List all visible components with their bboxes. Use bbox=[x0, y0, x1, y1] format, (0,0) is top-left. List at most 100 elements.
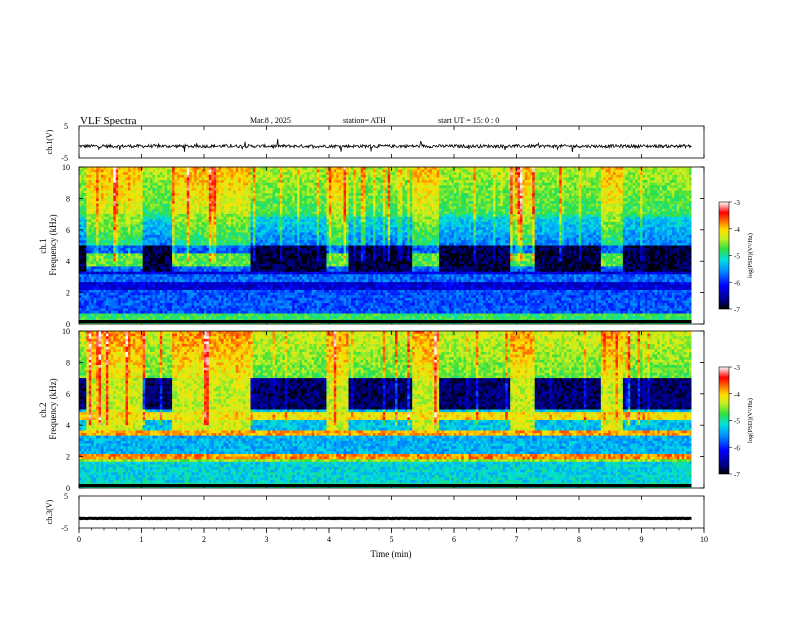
spectrogram-cell bbox=[128, 167, 131, 170]
spectrogram-cell bbox=[277, 172, 280, 175]
spectrogram-cell bbox=[268, 204, 271, 207]
spectrogram-cell bbox=[194, 314, 197, 317]
spectrogram-cell bbox=[199, 180, 202, 183]
spectrogram-cell bbox=[187, 256, 190, 259]
spectrogram-cell bbox=[270, 295, 273, 298]
spectrogram-cell bbox=[177, 256, 180, 259]
spectrogram-cell bbox=[91, 222, 94, 225]
spectrogram-cell bbox=[184, 293, 187, 296]
spectrogram-cell bbox=[236, 298, 239, 301]
spectrogram-cell bbox=[175, 198, 178, 201]
spectrogram-cell bbox=[175, 261, 178, 264]
spectrogram-cell bbox=[121, 188, 124, 191]
spectrogram-cell bbox=[101, 175, 104, 178]
spectrogram-cell bbox=[138, 235, 141, 238]
spectrogram-cell bbox=[255, 185, 258, 188]
spectrogram-cell bbox=[179, 259, 182, 262]
spectrogram-cell bbox=[226, 269, 229, 272]
spectrogram-cell bbox=[113, 246, 116, 249]
spectrogram-cell bbox=[199, 206, 202, 209]
spectrogram-cell bbox=[150, 217, 153, 220]
spectrogram-cell bbox=[165, 251, 168, 254]
spectrogram-cell bbox=[263, 185, 266, 188]
spectrogram-cell bbox=[265, 240, 268, 243]
spectrogram-cell bbox=[123, 222, 126, 225]
spectrogram-cell bbox=[206, 211, 209, 214]
spectrogram-cell bbox=[275, 222, 278, 225]
spectrogram-cell bbox=[175, 287, 178, 290]
spectrogram-cell bbox=[79, 277, 82, 280]
spectrogram-cell bbox=[253, 209, 256, 212]
spectrogram-cell bbox=[133, 272, 136, 275]
spectrogram-cell bbox=[251, 196, 254, 199]
spectrogram-cell bbox=[101, 180, 104, 183]
spectrogram-cell bbox=[167, 308, 170, 311]
spectrogram-cell bbox=[206, 285, 209, 288]
spectrogram-cell bbox=[113, 188, 116, 191]
spectrogram-cell bbox=[241, 285, 244, 288]
spectrogram-cell bbox=[260, 256, 263, 259]
spectrogram-cell bbox=[182, 306, 185, 309]
spectrogram-cell bbox=[243, 285, 246, 288]
spectrogram-cell bbox=[157, 285, 160, 288]
spectrogram-cell bbox=[270, 198, 273, 201]
spectrogram-cell bbox=[162, 177, 165, 180]
spectrogram-cell bbox=[170, 172, 173, 175]
spectrogram-cell bbox=[111, 285, 114, 288]
spectrogram-cell bbox=[206, 177, 209, 180]
spectrogram-cell bbox=[126, 196, 129, 199]
spectrogram-cell bbox=[162, 232, 165, 235]
spectrogram-cell bbox=[155, 314, 158, 317]
spectrogram-cell bbox=[226, 298, 229, 301]
spectrogram-cell bbox=[89, 225, 92, 228]
spectrogram-cell bbox=[79, 293, 82, 296]
spectrogram-cell bbox=[167, 204, 170, 207]
spectrogram-cell bbox=[199, 191, 202, 194]
spectrogram-cell bbox=[79, 206, 82, 209]
spectrogram-cell bbox=[265, 308, 268, 311]
spectrogram-cell bbox=[275, 295, 278, 298]
spectrogram-cell bbox=[79, 243, 82, 246]
spectrogram-cell bbox=[123, 225, 126, 228]
spectrogram-cell bbox=[96, 209, 99, 212]
spectrogram-cell bbox=[221, 204, 224, 207]
spectrogram-cell bbox=[91, 170, 94, 173]
spectrogram-cell bbox=[214, 256, 217, 259]
spectrogram-cell bbox=[177, 214, 180, 217]
spectrogram-cell bbox=[113, 287, 116, 290]
spectrogram-cell bbox=[118, 243, 121, 246]
spectrogram-cell bbox=[224, 256, 227, 259]
spectrogram-cell bbox=[86, 232, 89, 235]
spectrogram-cell bbox=[280, 287, 283, 290]
spectrogram-cell bbox=[243, 300, 246, 303]
spectrogram-cell bbox=[236, 274, 239, 277]
spectrogram-cell bbox=[270, 232, 273, 235]
spectrogram-cell bbox=[111, 298, 114, 301]
spectrogram-cell bbox=[251, 303, 254, 306]
spectrogram-cell bbox=[140, 206, 143, 209]
spectrogram-cell bbox=[182, 311, 185, 314]
spectrogram-cell bbox=[202, 206, 205, 209]
spectrogram-cell bbox=[241, 266, 244, 269]
spectrogram-cell bbox=[135, 214, 138, 217]
spectrogram-cell bbox=[270, 259, 273, 262]
spectrogram-cell bbox=[236, 287, 239, 290]
spectrogram-cell bbox=[94, 185, 97, 188]
spectrogram-cell bbox=[145, 308, 148, 311]
spectrogram-cell bbox=[277, 185, 280, 188]
spectrogram-cell bbox=[255, 225, 258, 228]
spectrogram-cell bbox=[184, 274, 187, 277]
spectrogram-cell bbox=[275, 230, 278, 233]
spectrogram-cell bbox=[273, 256, 276, 259]
spectrogram-cell bbox=[219, 219, 222, 222]
spectrogram-cell bbox=[192, 274, 195, 277]
spectrogram-cell bbox=[231, 201, 234, 204]
spectrogram-cell bbox=[238, 274, 241, 277]
spectrogram-cell bbox=[121, 183, 124, 186]
spectrogram-cell bbox=[170, 240, 173, 243]
spectrogram-cell bbox=[160, 287, 163, 290]
spectrogram-cell bbox=[143, 175, 146, 178]
spectrogram-cell bbox=[150, 269, 153, 272]
spectrogram-cell bbox=[221, 183, 224, 186]
spectrogram-cell bbox=[243, 193, 246, 196]
